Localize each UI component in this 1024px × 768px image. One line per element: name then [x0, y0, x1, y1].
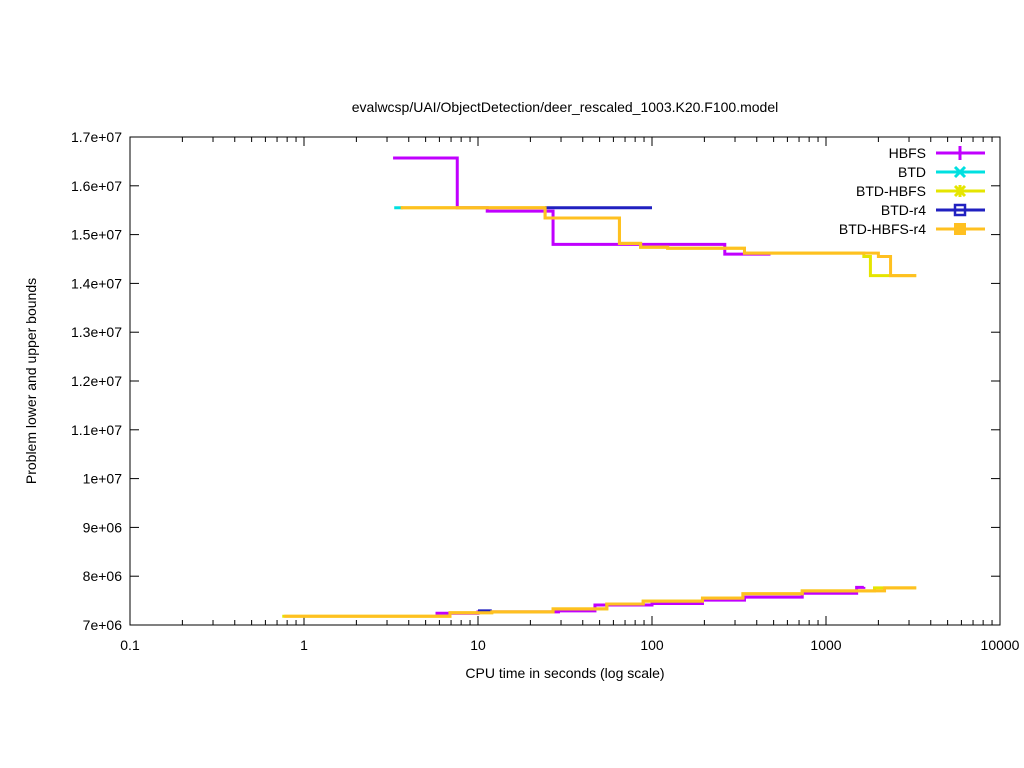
y-tick-label: 7e+06 — [83, 617, 123, 633]
series-hbfs-lower-bound — [435, 585, 866, 615]
chart-title: evalwcsp/UAI/ObjectDetection/deer_rescal… — [352, 99, 778, 115]
open-square-marker-icon — [953, 203, 967, 217]
y-tick-label: 1e+07 — [83, 471, 123, 487]
x-tick-label: 0.1 — [120, 637, 140, 653]
y-axis-label: Problem lower and upper bounds — [23, 278, 39, 484]
series-btd-hbfs-r4-lower-bound — [284, 586, 917, 618]
x-tick-label: 100 — [640, 637, 664, 653]
legend-label: BTD — [898, 164, 926, 180]
series-hbfs-upper-bound — [393, 156, 771, 256]
y-tick-label: 1.7e+07 — [71, 129, 122, 145]
y-tick-label: 1.3e+07 — [71, 324, 122, 340]
y-tick-label: 1.5e+07 — [71, 227, 122, 243]
x-tick-label: 1000 — [810, 637, 841, 653]
series-btd-hbfs-upper-bound — [400, 206, 917, 278]
y-tick-label: 1.1e+07 — [71, 422, 122, 438]
star-marker-icon — [953, 184, 967, 198]
y-tick-label: 1.4e+07 — [71, 275, 122, 291]
plot-frame — [129, 136, 1001, 626]
x-tick-label: 10 — [470, 637, 486, 653]
x-tick-label: 1 — [300, 637, 308, 653]
filled-square-marker-icon — [954, 223, 966, 235]
y-tick-label: 1.2e+07 — [71, 373, 122, 389]
legend-label: HBFS — [889, 145, 926, 161]
legend-label: BTD-r4 — [881, 202, 926, 218]
x-tick-label: 10000 — [981, 637, 1020, 653]
legend-label: BTD-HBFS-r4 — [839, 221, 926, 237]
x-axis-label: CPU time in seconds (log scale) — [465, 665, 664, 681]
y-tick-label: 1.6e+07 — [71, 178, 122, 194]
y-tick-label: 8e+06 — [83, 568, 123, 584]
series-btd-hbfs-r4-upper-bound — [400, 206, 917, 278]
y-tick-label: 9e+06 — [83, 519, 123, 535]
x-marker-icon — [953, 165, 967, 179]
legend-label: BTD-HBFS — [856, 183, 926, 199]
